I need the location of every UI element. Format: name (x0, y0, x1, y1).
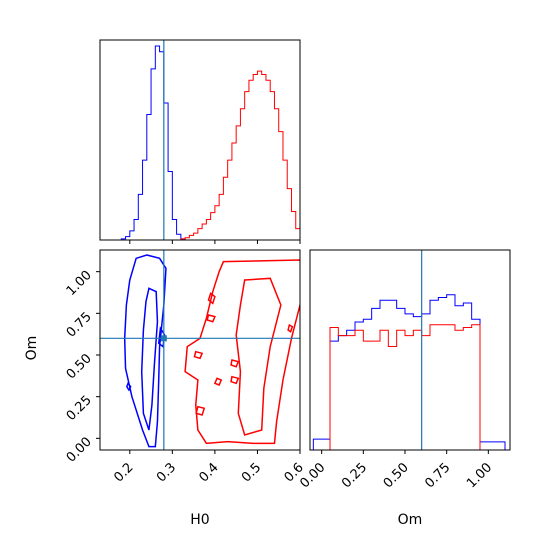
om-hist-tick-label: 0.75 (422, 460, 453, 491)
om-histogram-series-1 (312, 294, 506, 450)
joint-frame (99, 249, 301, 451)
truth-marker (160, 335, 167, 342)
h0-tick-label: 0.5 (239, 460, 264, 485)
om-histogram-panel: 0.00 0.25 0.50 0.75 1.00 (297, 249, 511, 491)
om-tick-label: 0.25 (64, 393, 95, 424)
om-hist-tick-label: 0.25 (339, 460, 370, 491)
h0-tick-label: 0.2 (111, 460, 136, 485)
red-contour-spot (287, 323, 294, 333)
h0-histogram-series-1 (120, 45, 300, 240)
red-contour-spot (195, 405, 206, 416)
h0-om-contour-panel: 0.2 0.3 0.4 0.5 0.60.000.250.500.751.00 (64, 249, 307, 485)
om-tick-label: 0.00 (64, 435, 95, 466)
om-hist-tick-label: 1.00 (464, 460, 495, 491)
om-tick-label: 0.50 (64, 351, 95, 382)
blue-contour-outer (123, 254, 167, 448)
red-contour-spot (230, 375, 240, 385)
red-contour-spot (213, 377, 223, 386)
red-contour-spot (230, 359, 240, 368)
x-axis-label-om: Om (398, 512, 423, 528)
om-tick-label: 0.75 (64, 310, 95, 341)
h0-histogram-frame (99, 39, 301, 241)
h0-histogram-series-2 (121, 70, 300, 240)
om-histogram-series-2 (313, 324, 505, 450)
red-contour-spot (193, 350, 204, 360)
om-hist-tick-label: 0.00 (297, 460, 328, 491)
h0-tick-label: 0.4 (196, 460, 221, 485)
red-contour-inner (235, 277, 282, 436)
h0-tick-label: 0.3 (154, 460, 179, 485)
red-contour-outer (184, 259, 300, 445)
y-axis-label-om: Om (24, 336, 40, 361)
red-contour-spot (206, 314, 216, 323)
om-hist-tick-label: 0.50 (381, 460, 412, 491)
red-contour-spot (207, 292, 216, 305)
x-axis-label-h0: H0 (190, 512, 209, 528)
om-histogram-frame (309, 249, 511, 451)
blue-contour-spot (125, 381, 132, 392)
h0-histogram-panel (99, 39, 301, 244)
blue-contour-inner (140, 287, 159, 431)
om-tick-label: 1.00 (64, 268, 95, 299)
